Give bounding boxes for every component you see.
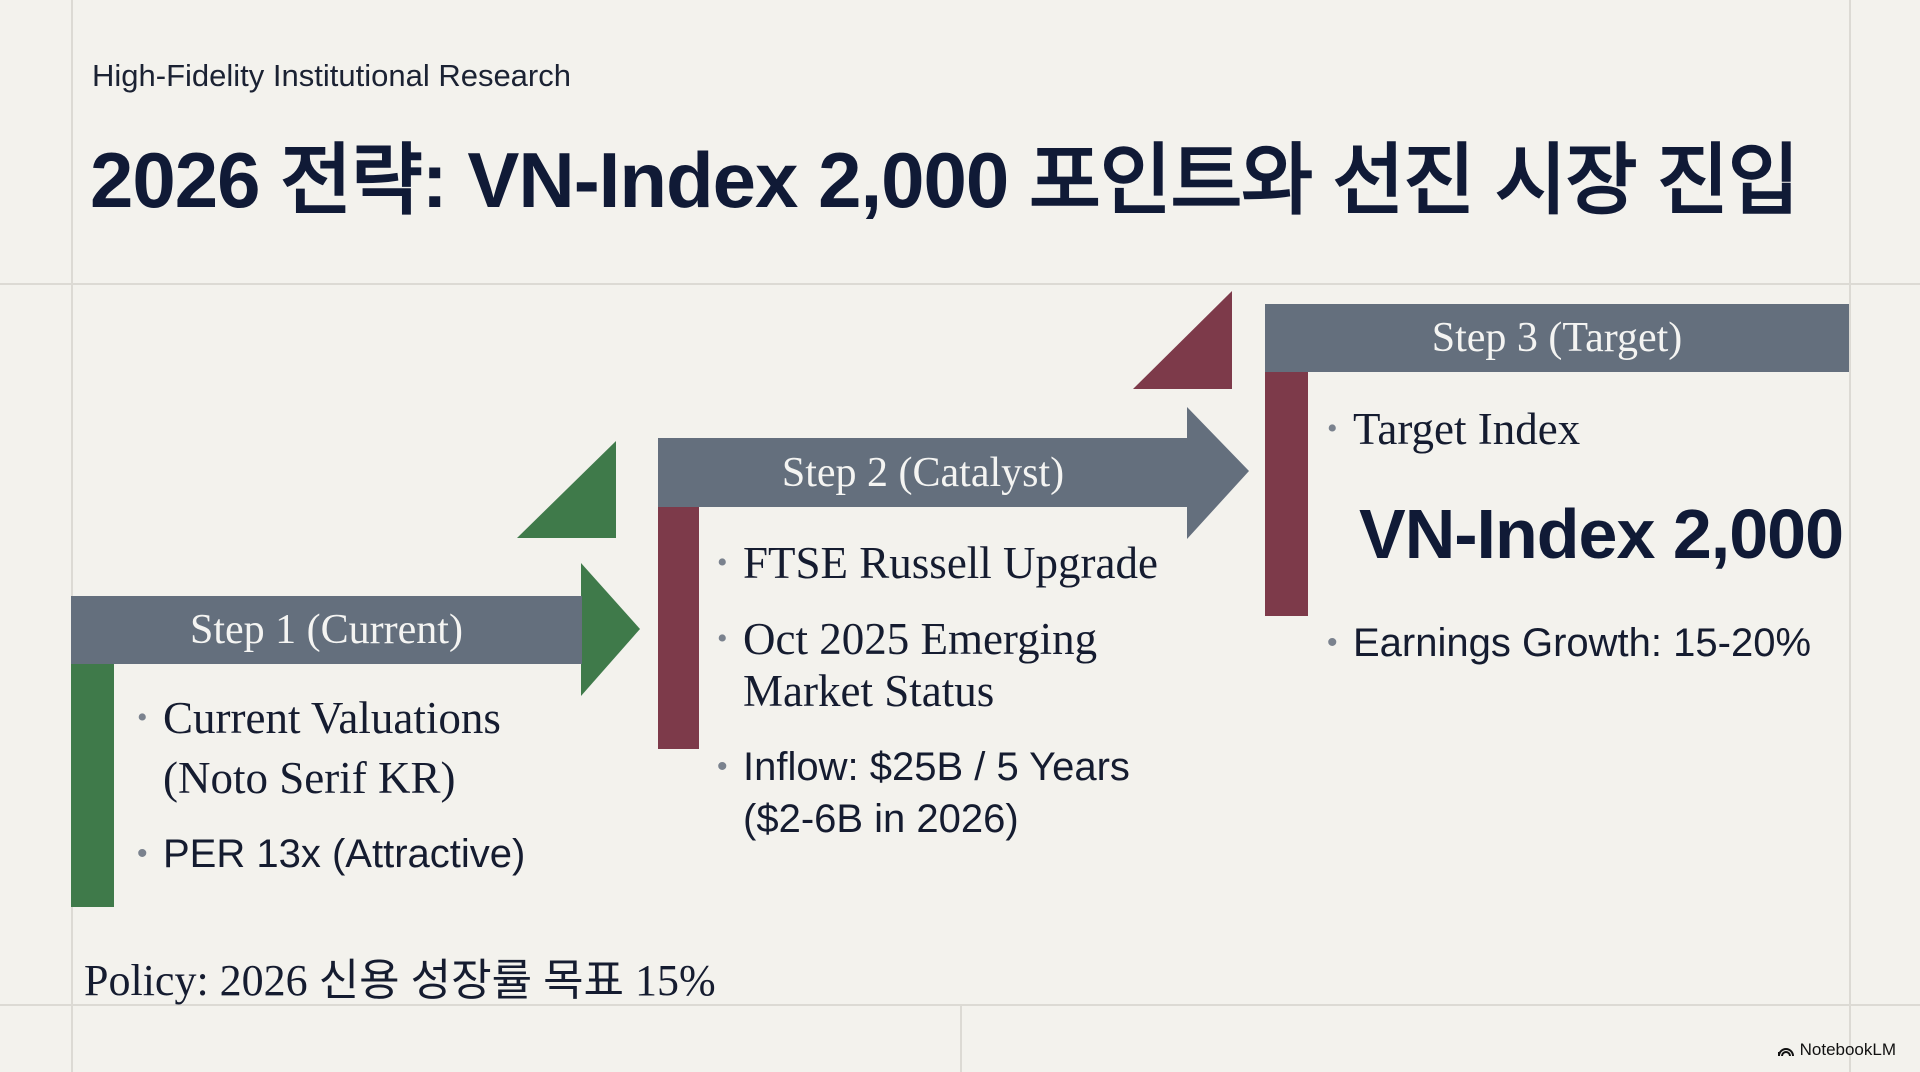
item-line: ($2-6B in 2026): [743, 797, 1019, 841]
step1-item: • PER 13x (Attractive): [137, 828, 526, 880]
grid-line: [0, 283, 1920, 285]
step1-vertical-bar: [71, 664, 114, 907]
item-line: PER 13x (Attractive): [163, 832, 526, 876]
page-title: 2026 전략: VN-Index 2,000 포인트와 선진 시장 진입: [90, 136, 1800, 224]
item-line: (Noto Serif KR): [163, 753, 456, 803]
step2-header-bar: Step 2 (Catalyst): [658, 438, 1188, 507]
bullet-icon: •: [1327, 626, 1338, 659]
brand-label: NotebookLM: [1799, 1040, 1896, 1059]
grid-line: [960, 1004, 962, 1072]
step1-header-bar: Step 1 (Current): [71, 596, 582, 664]
step2-label: Step 2 (Catalyst): [781, 449, 1065, 496]
grid-line: [1849, 0, 1851, 1072]
policy-note: Policy: 2026 신용 성장률 목표 15%: [84, 956, 716, 1005]
step3-label: Step 3 (Target): [1431, 315, 1683, 361]
item-line: Oct 2025 Emerging: [743, 614, 1098, 664]
step3-item: • Target Index: [1327, 403, 1581, 455]
bullet-icon: •: [137, 837, 148, 870]
step1-item: • Current Valuations (Noto Serif KR): [137, 692, 501, 804]
step2-vertical-bar: [658, 507, 699, 749]
step2-item: • FTSE Russell Upgrade: [717, 537, 1158, 589]
bullet-icon: •: [717, 750, 728, 783]
item-line: Current Valuations: [163, 693, 501, 743]
item-line: FTSE Russell Upgrade: [743, 538, 1158, 588]
step2-up-triangle: [1133, 291, 1232, 389]
step3-header-bar: Step 3 (Target): [1265, 304, 1849, 372]
brand-watermark: NotebookLM: [1777, 1040, 1896, 1060]
item-line: Earnings Growth: 15-20%: [1353, 621, 1812, 665]
notebooklm-logo-icon: [1777, 1048, 1794, 1057]
bullet-icon: •: [137, 701, 148, 734]
step2-item: • Oct 2025 Emerging Market Status: [717, 613, 1098, 717]
target-index-value: VN-Index 2,000: [1359, 495, 1844, 573]
step3-vertical-bar: [1265, 372, 1308, 616]
step3-item: • Earnings Growth: 15-20%: [1327, 617, 1812, 669]
step1-label: Step 1 (Current): [190, 607, 463, 653]
item-line: Market Status: [743, 666, 995, 716]
step2-arrow-head: [1187, 407, 1249, 539]
bullet-icon: •: [717, 622, 728, 655]
report-subtitle: High-Fidelity Institutional Research: [92, 58, 571, 93]
bullet-icon: •: [1327, 412, 1338, 445]
item-line: Target Index: [1353, 404, 1581, 454]
step1-up-triangle: [517, 441, 616, 538]
bullet-icon: •: [717, 546, 728, 579]
item-line: Inflow: $25B / 5 Years: [743, 745, 1130, 789]
step2-item: • Inflow: $25B / 5 Years ($2-6B in 2026): [717, 741, 1130, 845]
step1-arrow-head: [581, 563, 640, 696]
grid-line: [71, 0, 73, 1072]
